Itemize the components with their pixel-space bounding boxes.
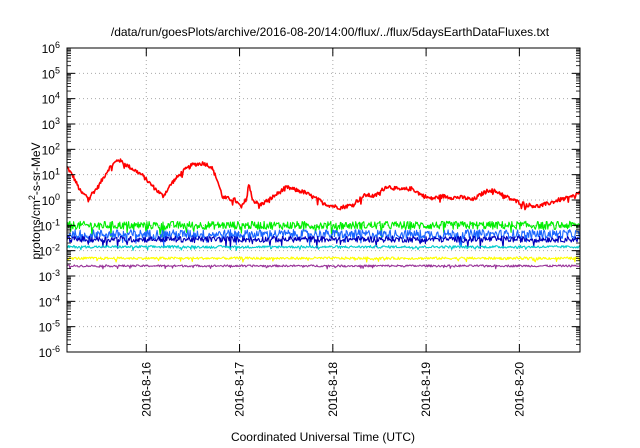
y-tick-label-exponent: -6	[52, 344, 60, 354]
x-axis-label: Coordinated Universal Time (UTC)	[231, 430, 415, 444]
x-tick-label: 2016-8-19	[419, 362, 433, 417]
y-tick-label-base: 10	[42, 93, 56, 107]
series-line-6	[66, 264, 581, 270]
y-tick-label: 103	[42, 116, 60, 132]
y-tick-label-base: 10	[42, 118, 56, 132]
y-axis-label-base: protons/cm	[29, 200, 43, 259]
series-line-1	[66, 220, 581, 239]
y-tick-label: 100	[42, 192, 60, 208]
y-tick-label: 105	[42, 65, 60, 81]
y-tick-label-base: 10	[42, 194, 56, 208]
y-tick-label-exponent: 5	[55, 65, 60, 75]
y-tick-label: 10-6	[39, 344, 60, 360]
y-tick-label-exponent: 6	[55, 40, 60, 50]
y-tick-label-base: 10	[42, 67, 56, 81]
y-tick-label-exponent: -5	[52, 319, 60, 329]
series-line-3	[66, 235, 581, 249]
y-tick-label-exponent: -3	[52, 268, 60, 278]
y-tick-label: 102	[42, 141, 60, 157]
y-axis-label-rest: -s-sr-MeV	[29, 142, 43, 195]
y-tick-label-exponent: -4	[52, 293, 60, 303]
y-tick-label-exponent: 0	[55, 192, 60, 202]
x-tick-label: 2016-8-16	[139, 362, 153, 417]
y-tick-label: 106	[42, 40, 60, 56]
y-tick-label-base: 10	[42, 143, 56, 157]
series-line-4	[66, 245, 581, 251]
y-tick-label-base: 10	[39, 245, 53, 259]
y-tick-label-exponent: -2	[52, 243, 60, 253]
y-tick-label-base: 10	[39, 219, 53, 233]
x-tick-labels: 2016-8-16 2016-8-17 2016-8-18 2016-8-19 2016…	[139, 362, 526, 417]
x-tick-label: 2016-8-18	[326, 362, 340, 417]
y-tick-label: 10-4	[39, 293, 60, 309]
y-tick-label-base: 10	[39, 270, 53, 284]
y-tick-label-base: 10	[42, 42, 56, 56]
x-tick-label: 2016-8-20	[512, 362, 526, 417]
y-tick-label: 104	[42, 91, 60, 107]
y-tick-label-exponent: 3	[55, 116, 60, 126]
y-tick-label-base: 10	[42, 169, 56, 183]
series-line-2	[66, 229, 581, 248]
y-tick-label-base: 10	[39, 321, 53, 335]
y-tick-label: 10-1	[39, 217, 60, 233]
y-tick-label: 101	[42, 167, 60, 183]
x-tick-label: 2016-8-17	[233, 362, 247, 417]
y-tick-label: 10-5	[39, 319, 60, 335]
y-tick-label-exponent: 4	[55, 91, 60, 101]
y-tick-label: 10-2	[39, 243, 60, 259]
y-tick-label: 10-3	[39, 268, 60, 284]
y-tick-label-base: 10	[39, 295, 53, 309]
y-axis-label: protons/cm2-s-sr-MeV	[27, 142, 43, 259]
chart-title: /data/run/goesPlots/archive/2016-08-20/1…	[111, 25, 550, 39]
y-tick-label-exponent: -1	[52, 217, 60, 227]
series-layer	[66, 158, 581, 270]
series-line-0	[66, 158, 581, 211]
series-line-5	[66, 256, 581, 263]
y-axis-label-sup: 2	[27, 195, 37, 200]
y-tick-labels: 10-610-510-410-310-210-11001011021031041…	[39, 40, 60, 360]
y-tick-label-exponent: 2	[55, 141, 60, 151]
y-tick-label-base: 10	[39, 346, 53, 360]
y-tick-label-exponent: 1	[55, 167, 60, 177]
ticks	[67, 47, 580, 353]
